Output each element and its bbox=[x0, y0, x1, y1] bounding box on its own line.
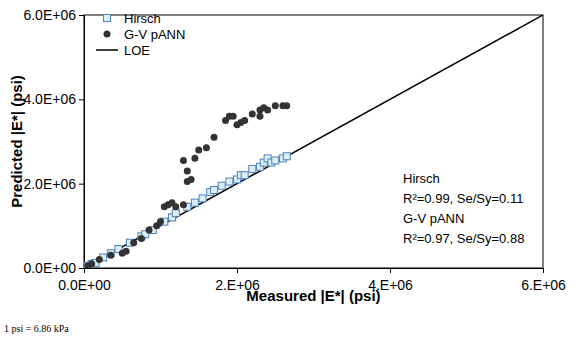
point bbox=[88, 260, 95, 267]
tick-mark bbox=[79, 268, 84, 269]
point bbox=[272, 102, 279, 109]
x-axis-title: Measured |E*| (psi) bbox=[246, 287, 380, 304]
tick: 6.E+06 bbox=[521, 268, 566, 293]
point bbox=[107, 252, 114, 259]
annotation: G-V pANN bbox=[403, 211, 464, 226]
tick-mark bbox=[390, 268, 391, 273]
point bbox=[230, 113, 237, 120]
point bbox=[184, 168, 191, 175]
point bbox=[218, 182, 225, 189]
legend: HirschG-V pANNLOE bbox=[96, 11, 185, 58]
annotation: Hirsch bbox=[403, 171, 440, 186]
tick: 6.0E+06 bbox=[23, 7, 84, 23]
tick-mark bbox=[79, 99, 84, 100]
line bbox=[84, 15, 543, 268]
axis-line bbox=[79, 16, 85, 269]
legend-label: Hirsch bbox=[124, 11, 161, 26]
legend-symbol bbox=[104, 31, 111, 38]
plot-frame bbox=[84, 15, 543, 268]
point bbox=[191, 155, 198, 162]
tick: 2.0E+06 bbox=[23, 176, 84, 192]
tick-label: 0.0E+00 bbox=[58, 277, 111, 293]
tick-mark bbox=[79, 184, 84, 185]
point bbox=[123, 248, 130, 255]
legend-item: LOE bbox=[96, 43, 150, 58]
point bbox=[146, 227, 153, 234]
point bbox=[249, 165, 256, 172]
point bbox=[211, 134, 218, 141]
annotations: Hirsch R²=0.99, Se/Sy=0.11 G-V pANN R²=0.97… bbox=[403, 171, 524, 246]
tick: 0.0E+00 bbox=[23, 260, 84, 276]
tick-label: 4.0E+06 bbox=[23, 91, 76, 107]
point bbox=[241, 117, 248, 124]
plot-area bbox=[84, 15, 543, 268]
tick: 4.0E+06 bbox=[23, 91, 84, 107]
annotation: R²=0.97, Se/Sy=0.88 bbox=[403, 231, 524, 246]
legend-item: Hirsch bbox=[104, 11, 161, 26]
legend-item: G-V pANN bbox=[104, 27, 186, 42]
tick-mark bbox=[79, 15, 84, 16]
legend-label: LOE bbox=[124, 43, 150, 58]
point bbox=[88, 260, 95, 267]
legend-symbol bbox=[96, 49, 118, 51]
series bbox=[84, 153, 290, 268]
point bbox=[203, 144, 210, 151]
tick-mark bbox=[543, 268, 544, 273]
point bbox=[172, 203, 179, 210]
series bbox=[84, 102, 290, 268]
point bbox=[264, 106, 271, 113]
annotation: R²=0.99, Se/Sy=0.11 bbox=[403, 191, 523, 206]
y-axis: 0.0E+00 2.0E+06 4.0E+06 6.0E+06 bbox=[23, 7, 84, 276]
point bbox=[157, 218, 164, 225]
tick-label: 6.E+06 bbox=[521, 277, 566, 293]
point bbox=[241, 172, 248, 179]
tick-label: 0.0E+00 bbox=[23, 260, 76, 276]
legend-label: G-V pANN bbox=[124, 27, 185, 42]
point bbox=[180, 201, 187, 208]
point bbox=[188, 176, 195, 183]
point bbox=[283, 153, 290, 160]
point bbox=[130, 239, 137, 246]
point bbox=[96, 256, 103, 263]
point bbox=[283, 102, 290, 109]
legend-symbol bbox=[104, 15, 111, 22]
point bbox=[272, 157, 279, 164]
footnote: 1 psi = 6.86 kPa bbox=[4, 323, 69, 334]
point bbox=[256, 113, 263, 120]
tick-mark bbox=[237, 268, 238, 273]
axis-line bbox=[85, 269, 544, 274]
chart: 0.0E+002.E+064.E+066.E+060.0E+002.0E+064… bbox=[0, 0, 580, 346]
point bbox=[172, 210, 179, 217]
tick-label: 2.0E+06 bbox=[23, 176, 76, 192]
point bbox=[226, 178, 233, 185]
point bbox=[199, 195, 206, 202]
point bbox=[249, 111, 256, 118]
point bbox=[180, 157, 187, 164]
point bbox=[191, 199, 198, 206]
point bbox=[211, 186, 218, 193]
point bbox=[138, 235, 145, 242]
y-axis-title: Predicted |E*| (psi) bbox=[8, 75, 25, 208]
tick-label: 6.0E+06 bbox=[23, 7, 76, 23]
point bbox=[195, 146, 202, 153]
